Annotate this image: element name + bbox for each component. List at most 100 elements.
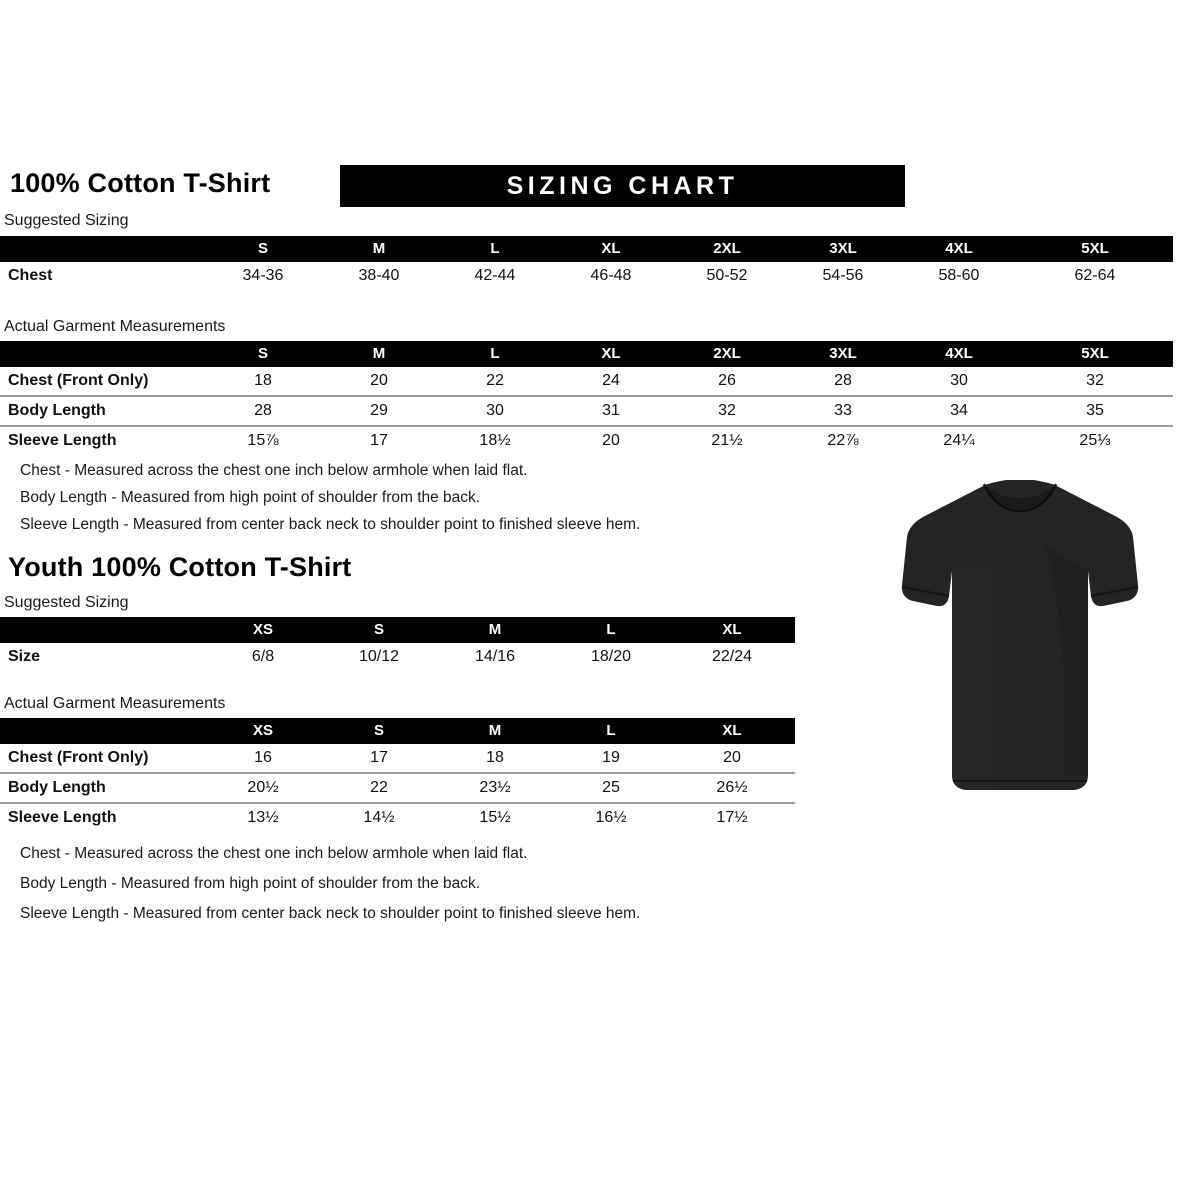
cell-sleeve-length-xl: 20 <box>553 425 669 455</box>
column-header-5xl: 5XL <box>1081 345 1109 362</box>
cell-chest-m: 38-40 <box>358 267 400 284</box>
column-header-2xl: 2XL <box>713 240 741 257</box>
cell-body-length-m: 29 <box>321 395 437 426</box>
column-header-xs: XS <box>252 621 273 638</box>
cell-body-length-m: 23½ <box>437 772 553 803</box>
column-header-l: L <box>490 345 500 362</box>
cell-body-length-xl: 31 <box>553 395 669 426</box>
cell-chest-4xl: 30 <box>950 372 968 389</box>
column-header-label <box>0 236 205 262</box>
column-header-3xl: 3XL <box>829 240 857 257</box>
cell-sleeve-length-l: 18½ <box>437 425 553 455</box>
youth-suggested-sizing-table: XS S M L XL Size 6/8 10/12 14/16 18/20 2… <box>0 617 795 671</box>
cell-chest-4xl: 58-60 <box>938 267 980 284</box>
column-header-m: M <box>372 345 386 362</box>
cell-body-length-4xl: 34 <box>901 395 1017 426</box>
cell-sleeve-length-m: 15½ <box>437 802 553 832</box>
table-row: Body Length 28 29 30 31 32 33 34 35 <box>0 395 1173 426</box>
youth-note-chest: Chest - Measured across the chest one in… <box>20 845 528 862</box>
cell-size-xl: 22/24 <box>711 648 753 665</box>
cell-sleeve-length-m: 17 <box>321 425 437 455</box>
cell-chest-l: 42-44 <box>474 267 516 284</box>
cell-sleeve-length-4xl: 24¼ <box>901 425 1017 455</box>
t-shirt-icon <box>901 480 1139 790</box>
column-header-m: M <box>372 240 386 257</box>
column-header-4xl: 4XL <box>945 345 973 362</box>
cell-size-s: 10/12 <box>358 648 400 665</box>
row-label-body-length: Body Length <box>0 395 205 426</box>
column-header-5xl: 5XL <box>1081 240 1109 257</box>
column-header-s: S <box>373 621 384 638</box>
cell-chest-s: 17 <box>370 749 388 766</box>
adult-suggested-sizing-table: S M L XL 2XL 3XL 4XL 5XL Chest 34-36 38-… <box>0 236 1173 290</box>
column-header-m: M <box>488 621 502 638</box>
youth-actual-measurements-table: XS S M L XL Chest (Front Only) 16 17 18 … <box>0 718 795 832</box>
row-label-body-length: Body Length <box>0 772 205 803</box>
cell-body-length-l: 25 <box>553 772 669 803</box>
row-label-size: Size <box>8 648 41 665</box>
cell-body-length-xl: 26½ <box>669 772 795 803</box>
table-row: Chest 34-36 38-40 42-44 46-48 50-52 54-5… <box>0 262 1173 290</box>
sizing-chart-banner: SIZING CHART <box>340 165 905 207</box>
adult-section-title: 100% Cotton T-Shirt <box>10 168 271 198</box>
cell-chest-xs: 16 <box>254 749 272 766</box>
column-header-xl: XL <box>601 345 621 362</box>
cell-chest-xl: 24 <box>602 372 620 389</box>
cell-chest-2xl: 26 <box>718 372 736 389</box>
cell-sleeve-length-5xl: 25⅓ <box>1017 425 1173 455</box>
adult-note-chest: Chest - Measured across the chest one in… <box>20 462 528 479</box>
adult-actual-measurements-label: Actual Garment Measurements <box>4 318 226 335</box>
youth-suggested-sizing-label: Suggested Sizing <box>4 594 129 611</box>
cell-size-l: 18/20 <box>590 648 632 665</box>
row-label-chest-front-only: Chest (Front Only) <box>8 749 149 766</box>
cell-sleeve-length-2xl: 21½ <box>669 425 785 455</box>
column-header-l: L <box>490 240 500 257</box>
table-header-row: XS S M L XL <box>0 718 795 744</box>
product-image-black-t-shirt <box>895 475 1145 805</box>
cell-chest-xl: 46-48 <box>590 267 632 284</box>
table-row: Body Length 20½ 22 23½ 25 26½ <box>0 772 795 803</box>
column-header-4xl: 4XL <box>945 240 973 257</box>
adult-note-body-length: Body Length - Measured from high point o… <box>20 489 481 506</box>
column-header-s: S <box>257 240 268 257</box>
column-header-3xl: 3XL <box>829 345 857 362</box>
column-header-l: L <box>606 621 616 638</box>
youth-section-title: Youth 100% Cotton T-Shirt <box>8 552 352 582</box>
cell-chest-m: 18 <box>486 749 504 766</box>
cell-chest-l: 19 <box>602 749 620 766</box>
cell-chest-2xl: 50-52 <box>706 267 748 284</box>
column-header-s: S <box>373 722 384 739</box>
cell-chest-xl: 20 <box>723 749 741 766</box>
table-row: Sleeve Length 13½ 14½ 15½ 16½ 17½ <box>0 802 795 832</box>
youth-actual-measurements-label: Actual Garment Measurements <box>4 695 226 712</box>
cell-sleeve-length-xl: 17½ <box>669 802 795 832</box>
column-header-2xl: 2XL <box>713 345 741 362</box>
table-row: Chest (Front Only) 18 20 22 24 26 28 30 … <box>0 367 1173 396</box>
adult-suggested-sizing-label: Suggested Sizing <box>4 212 129 229</box>
cell-size-xs: 6/8 <box>251 648 275 665</box>
cell-sleeve-length-s: 14½ <box>321 802 437 832</box>
row-label-sleeve-length: Sleeve Length <box>0 802 205 832</box>
cell-sleeve-length-3xl: 22⅞ <box>785 425 901 455</box>
cell-chest-m: 20 <box>370 372 388 389</box>
column-header-l: L <box>606 722 616 739</box>
cell-sleeve-length-l: 16½ <box>553 802 669 832</box>
column-header-label <box>0 341 205 367</box>
cell-chest-3xl: 54-56 <box>822 267 864 284</box>
table-header-row: S M L XL 2XL 3XL 4XL 5XL <box>0 341 1173 367</box>
cell-chest-l: 22 <box>486 372 504 389</box>
cell-body-length-xs: 20½ <box>205 772 321 803</box>
table-header-row: XS S M L XL <box>0 617 795 643</box>
cell-body-length-l: 30 <box>437 395 553 426</box>
table-row: Chest (Front Only) 16 17 18 19 20 <box>0 744 795 773</box>
cell-body-length-5xl: 35 <box>1017 395 1173 426</box>
cell-chest-s: 34-36 <box>242 267 284 284</box>
cell-chest-s: 18 <box>254 372 272 389</box>
row-label-sleeve-length: Sleeve Length <box>0 425 205 455</box>
sizing-chart-banner-label: SIZING CHART <box>506 171 739 200</box>
column-header-xl: XL <box>601 240 621 257</box>
youth-note-body-length: Body Length - Measured from high point o… <box>20 875 481 892</box>
column-header-m: M <box>488 722 502 739</box>
cell-body-length-s: 28 <box>205 395 321 426</box>
